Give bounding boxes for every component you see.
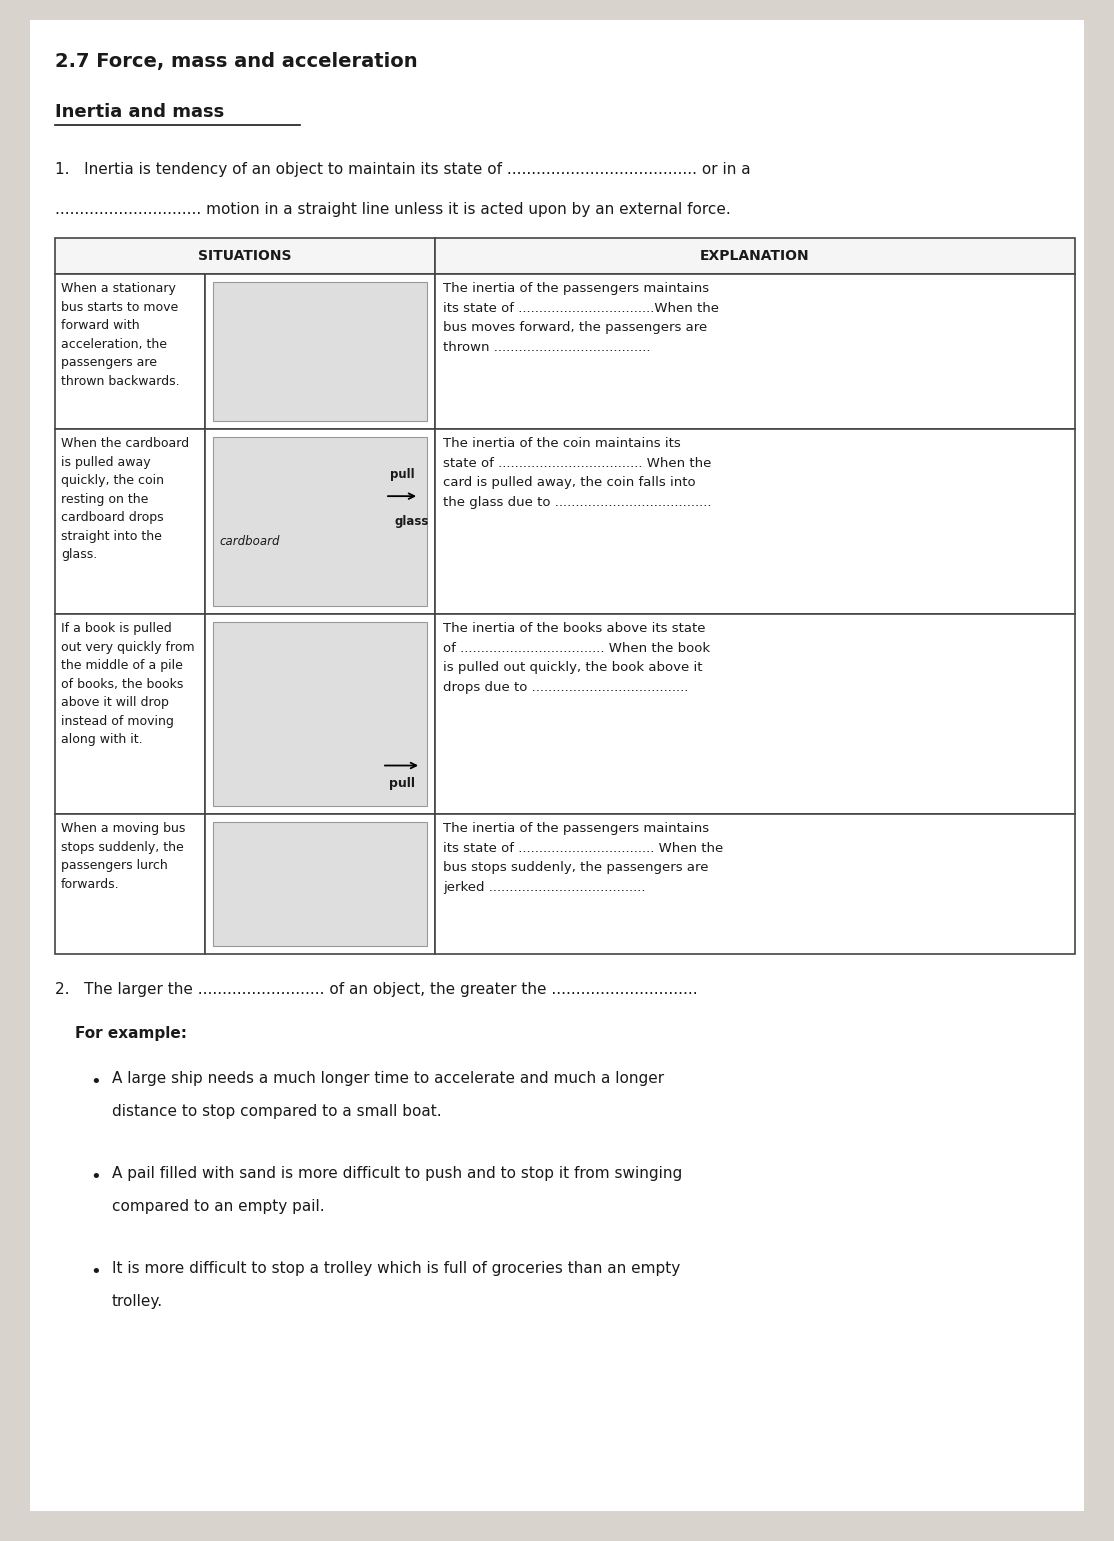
- Bar: [205, 814, 434, 954]
- Bar: [205, 274, 434, 428]
- Text: A pail filled with sand is more difficult to push and to stop it from swinging: A pail filled with sand is more difficul…: [113, 1167, 682, 1180]
- Bar: [434, 274, 1075, 428]
- Text: compared to an empty pail.: compared to an empty pail.: [113, 1199, 324, 1214]
- Text: SITUATIONS: SITUATIONS: [198, 250, 292, 264]
- Text: Inertia and mass: Inertia and mass: [55, 103, 224, 122]
- Bar: [434, 814, 1075, 954]
- Text: pull: pull: [390, 467, 414, 481]
- Text: The inertia of the books above its state
of ................................... : The inertia of the books above its state…: [443, 623, 710, 693]
- Text: The inertia of the passengers maintains
its state of ...........................: The inertia of the passengers maintains …: [443, 282, 719, 353]
- Text: EXPLANATION: EXPLANATION: [701, 250, 810, 264]
- Bar: [213, 821, 427, 946]
- Bar: [205, 428, 434, 613]
- Text: When a moving bus
stops suddenly, the
passengers lurch
forwards.: When a moving bus stops suddenly, the pa…: [61, 821, 185, 891]
- Bar: [55, 814, 205, 954]
- Text: When the cardboard
is pulled away
quickly, the coin
resting on the
cardboard dro: When the cardboard is pulled away quickl…: [61, 438, 189, 561]
- Text: .............................. motion in a straight line unless it is acted upon: .............................. motion in…: [55, 202, 731, 217]
- Text: When a stationary
bus starts to move
forward with
acceleration, the
passengers a: When a stationary bus starts to move for…: [61, 282, 179, 387]
- Bar: [205, 613, 434, 814]
- Text: •: •: [90, 1264, 100, 1281]
- Text: 2.   The larger the .......................... of an object, the greater the ...: 2. The larger the ......................…: [55, 982, 697, 997]
- Text: trolley.: trolley.: [113, 1294, 163, 1308]
- Bar: [213, 282, 427, 421]
- Text: pull: pull: [389, 777, 416, 791]
- Text: A large ship needs a much longer time to accelerate and much a longer: A large ship needs a much longer time to…: [113, 1071, 664, 1086]
- Text: 2.7 Force, mass and acceleration: 2.7 Force, mass and acceleration: [55, 52, 418, 71]
- Bar: [55, 613, 205, 814]
- Text: The inertia of the passengers maintains
its state of ...........................: The inertia of the passengers maintains …: [443, 821, 723, 894]
- Text: For example:: For example:: [75, 1026, 187, 1042]
- Text: cardboard: cardboard: [219, 535, 280, 549]
- Text: The inertia of the coin maintains its
state of .................................: The inertia of the coin maintains its st…: [443, 438, 712, 509]
- Text: glass: glass: [394, 515, 429, 529]
- Bar: [434, 428, 1075, 613]
- Text: 1.   Inertia is tendency of an object to maintain its state of .................: 1. Inertia is tendency of an object to m…: [55, 162, 751, 177]
- Text: It is more difficult to stop a trolley which is full of groceries than an empty: It is more difficult to stop a trolley w…: [113, 1261, 681, 1276]
- Text: distance to stop compared to a small boat.: distance to stop compared to a small boa…: [113, 1103, 441, 1119]
- Bar: [434, 613, 1075, 814]
- Bar: [55, 428, 205, 613]
- Bar: [434, 237, 1075, 274]
- Bar: [55, 274, 205, 428]
- Text: •: •: [90, 1073, 100, 1091]
- Text: If a book is pulled
out very quickly from
the middle of a pile
of books, the boo: If a book is pulled out very quickly fro…: [61, 623, 195, 746]
- Text: •: •: [90, 1168, 100, 1187]
- Bar: [213, 623, 427, 806]
- Bar: [213, 438, 427, 606]
- Bar: [55, 237, 434, 274]
